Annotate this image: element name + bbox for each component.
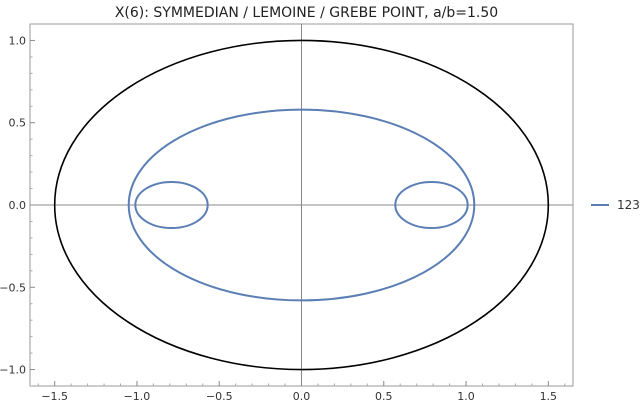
outer-ellipse-series xyxy=(53,39,550,371)
x-tick-label: 0.5 xyxy=(375,390,393,403)
series xyxy=(53,39,550,371)
x-tick-label: −0.5 xyxy=(206,390,233,403)
y-tick-label: 0.0 xyxy=(9,199,27,212)
y-tick-label: 1.0 xyxy=(9,34,27,47)
y-tick-label: −1.0 xyxy=(0,364,26,377)
x-tick-label: 1.5 xyxy=(540,390,558,403)
legend-label: 123 xyxy=(617,198,640,212)
curve-123-part xyxy=(134,180,209,230)
y-tick-label: 0.5 xyxy=(9,117,27,130)
x-tick-label: −1.5 xyxy=(41,390,68,403)
x-tick-label: 0.0 xyxy=(293,390,311,403)
x-tick-label: 1.0 xyxy=(457,390,475,403)
tick-labels: −1.5 −1.0 −0.5 0.0 0.5 1.0 1.5 −1.0 −0.5 0.0 0.5 1.… xyxy=(0,23,566,403)
curve-123-part xyxy=(127,108,476,302)
curve-123-part xyxy=(394,180,469,230)
chart-title: X(6): SYMMEDIAN / LEMOINE / GREBE POINT,… xyxy=(115,5,498,21)
axes xyxy=(30,24,573,386)
legend: 123 xyxy=(591,198,640,212)
x-tick-label: −1.0 xyxy=(124,390,151,403)
y-tick-label: −0.5 xyxy=(0,281,26,294)
